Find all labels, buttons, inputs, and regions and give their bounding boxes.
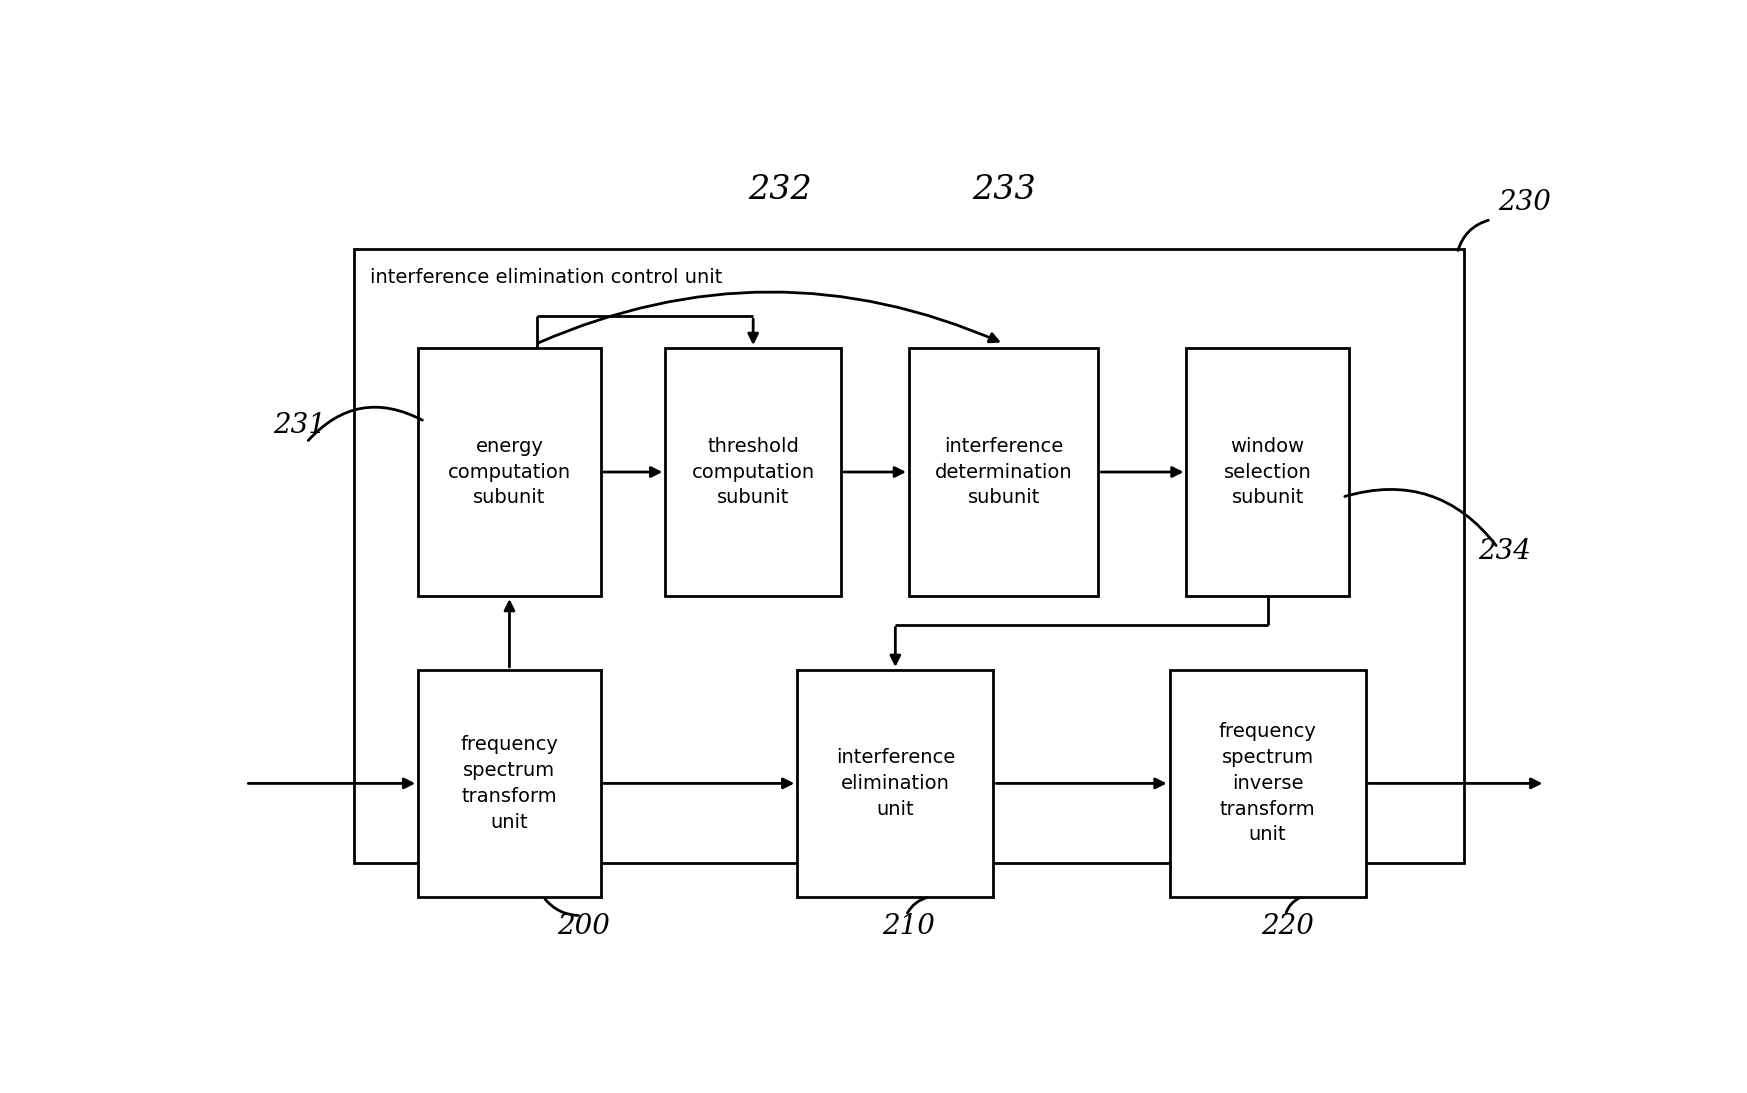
FancyBboxPatch shape [353, 249, 1464, 863]
Text: 233: 233 [971, 174, 1036, 207]
FancyBboxPatch shape [418, 348, 601, 596]
Text: 200: 200 [557, 913, 610, 940]
Text: interference
determination
subunit: interference determination subunit [935, 437, 1073, 507]
Text: 210: 210 [882, 913, 935, 940]
FancyBboxPatch shape [418, 670, 601, 897]
FancyBboxPatch shape [797, 670, 994, 897]
Text: 231: 231 [273, 412, 327, 439]
FancyBboxPatch shape [1186, 348, 1349, 596]
Text: energy
computation
subunit: energy computation subunit [447, 437, 571, 507]
Text: 230: 230 [1499, 189, 1551, 216]
Text: 234: 234 [1478, 539, 1530, 565]
Text: 220: 220 [1261, 913, 1314, 940]
FancyBboxPatch shape [666, 348, 842, 596]
Text: window
selection
subunit: window selection subunit [1225, 437, 1312, 507]
FancyBboxPatch shape [908, 348, 1099, 596]
Text: interference elimination control unit: interference elimination control unit [370, 268, 723, 286]
Text: 232: 232 [748, 174, 812, 207]
Text: frequency
spectrum
transform
unit: frequency spectrum transform unit [461, 736, 559, 832]
Text: frequency
spectrum
inverse
transform
unit: frequency spectrum inverse transform uni… [1219, 722, 1317, 845]
FancyBboxPatch shape [1169, 670, 1366, 897]
Text: threshold
computation
subunit: threshold computation subunit [692, 437, 814, 507]
Text: interference
elimination
unit: interference elimination unit [835, 748, 956, 819]
